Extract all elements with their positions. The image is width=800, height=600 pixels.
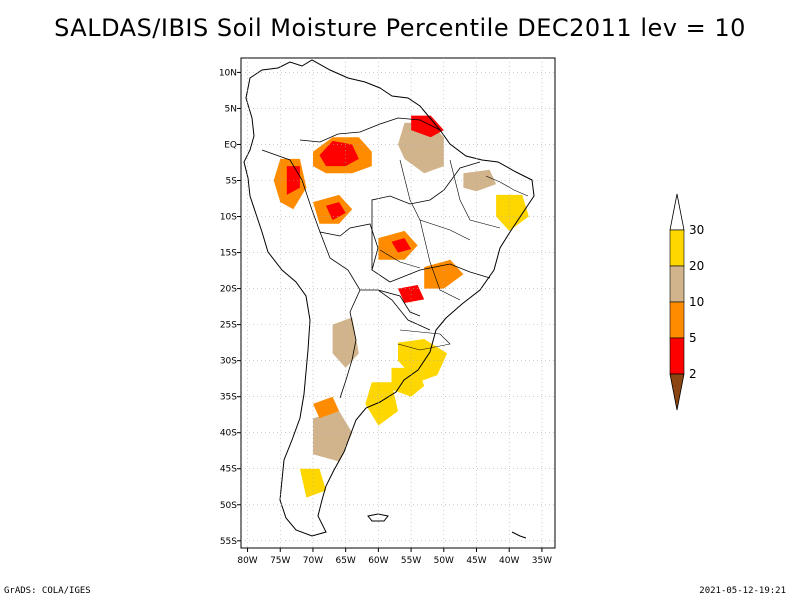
tick-label-lat: 35S: [220, 393, 237, 403]
fill-region-patagonia-orange: [313, 396, 340, 419]
tick-label-lon: 40W: [499, 556, 519, 566]
soil-moisture-fill: [273, 115, 529, 498]
tick-label-lat: EQ: [224, 140, 237, 150]
tick-label-lon: 35W: [532, 556, 552, 566]
footer-timestamp: 2021-05-12-19:21: [699, 586, 786, 596]
tick-label-lon: 65W: [335, 556, 355, 566]
tick-label-lat: 5N: [225, 104, 237, 114]
colorbar-label: 20: [689, 259, 704, 273]
fill-region-uruguay-yellow: [391, 367, 425, 397]
fill-region-patagonia-tan: [313, 411, 353, 462]
tick-label-lon: 45W: [466, 556, 486, 566]
fill-region-acre-red: [326, 202, 346, 221]
map-title: SALDAS/IBIS Soil Moisture Percentile DEC…: [54, 14, 746, 42]
fill-region-maranhao-tan: [463, 169, 497, 192]
tick-label-lat: 20S: [220, 285, 237, 295]
fill-region-n-amazon-west-red: [319, 140, 359, 167]
colorbar-bottom-arrow: [669, 373, 685, 411]
tick-label-lon: 75W: [270, 556, 290, 566]
colorbar-top-arrow: [669, 193, 685, 231]
south-georgia: [511, 531, 527, 539]
colorbar-label: 10: [689, 295, 704, 309]
tick-label-lon: 55W: [401, 556, 421, 566]
tick-label-lat: 5S: [226, 177, 238, 187]
fill-region-mt-red: [391, 238, 412, 253]
plot-frame: [240, 57, 556, 549]
tick-label-lat: 15S: [220, 249, 237, 259]
axis-ticks: 80W 75W 70W 65W 60W 55W 50W 45W 40W 35W 10N 5N EQ 5S 1…: [219, 68, 552, 566]
tick-label-lon: 50W: [434, 556, 454, 566]
fill-region-arg-east-yellow: [365, 382, 398, 426]
tick-label-lat: 10N: [219, 68, 237, 78]
tick-label-lon: 70W: [303, 556, 323, 566]
colorbar-label: 5: [689, 331, 697, 345]
tick-label-lat: 40S: [220, 429, 237, 439]
fill-region-amapa-red: [411, 115, 444, 138]
state-borders: [379, 159, 529, 351]
fill-region-nordeste-yellow: [496, 194, 529, 231]
fill-region-sw-yellow: [299, 468, 326, 498]
tick-label-lat: 50S: [220, 501, 237, 511]
tick-label-lon: 60W: [368, 556, 388, 566]
tick-label-lat: 25S: [220, 321, 237, 331]
colorbar-swatch: [669, 265, 685, 303]
tick-label-lat: 45S: [220, 465, 237, 475]
falkland-islands: [367, 513, 389, 522]
colorbar-label: 30: [689, 223, 704, 237]
graticule: [241, 58, 555, 548]
south-america-coastline: [243, 59, 535, 537]
colorbar-swatch: [669, 229, 685, 267]
colorbar-swatch: [669, 301, 685, 339]
colorbar: 30 20 10 5 2: [669, 193, 704, 411]
footer-credit: GrADS: COLA/IGES: [4, 586, 91, 596]
tick-label-lat: 30S: [220, 357, 237, 367]
colorbar-label: 2: [689, 367, 697, 381]
tick-label-lat: 10S: [220, 213, 237, 223]
colorbar-swatch: [669, 337, 685, 375]
tick-label-lon: 80W: [237, 556, 257, 566]
tick-label-lat: 55S: [220, 537, 237, 547]
